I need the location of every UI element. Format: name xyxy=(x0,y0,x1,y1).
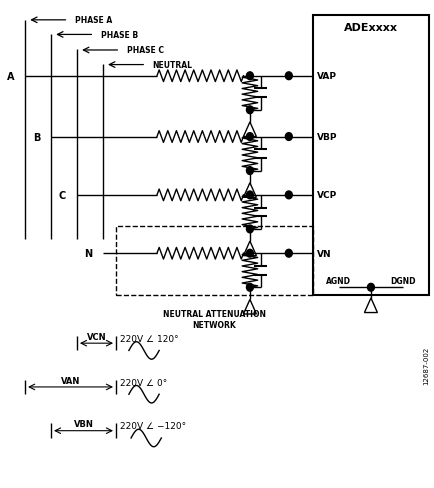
Circle shape xyxy=(246,284,253,291)
Circle shape xyxy=(246,225,253,233)
Circle shape xyxy=(285,73,292,81)
Text: 220V ∠ −120°: 220V ∠ −120° xyxy=(120,422,186,430)
Text: 12687-002: 12687-002 xyxy=(422,346,428,385)
Text: PHASE B: PHASE B xyxy=(101,31,138,40)
Text: PHASE C: PHASE C xyxy=(126,46,163,55)
Text: C: C xyxy=(59,190,66,201)
Bar xyxy=(116,227,312,295)
Text: DGND: DGND xyxy=(390,276,415,285)
Text: B: B xyxy=(33,132,40,142)
Circle shape xyxy=(246,250,253,258)
Circle shape xyxy=(246,133,253,141)
Circle shape xyxy=(367,284,374,291)
Text: VAN: VAN xyxy=(61,376,80,385)
Text: A: A xyxy=(7,72,14,81)
Circle shape xyxy=(285,133,292,141)
Circle shape xyxy=(246,192,253,200)
Text: NEUTRAL: NEUTRAL xyxy=(152,61,192,70)
Text: VBN: VBN xyxy=(73,419,93,428)
Text: 220V ∠ 0°: 220V ∠ 0° xyxy=(120,378,167,387)
Text: ADExxxx: ADExxxx xyxy=(343,23,397,33)
Text: AGND: AGND xyxy=(325,276,350,285)
Text: VCP: VCP xyxy=(316,191,336,200)
Text: NEUTRAL ATTENUATION
NETWORK: NEUTRAL ATTENUATION NETWORK xyxy=(162,309,265,329)
Text: PHASE A: PHASE A xyxy=(75,16,112,25)
Circle shape xyxy=(246,167,253,175)
Circle shape xyxy=(285,192,292,200)
Circle shape xyxy=(285,250,292,258)
Circle shape xyxy=(246,107,253,115)
Text: 220V ∠ 120°: 220V ∠ 120° xyxy=(120,334,178,343)
Text: VBP: VBP xyxy=(316,133,337,142)
Text: VAP: VAP xyxy=(316,72,336,81)
Text: VN: VN xyxy=(316,249,331,258)
Text: N: N xyxy=(84,249,92,259)
Circle shape xyxy=(246,73,253,81)
Bar xyxy=(312,16,428,295)
Text: VCN: VCN xyxy=(86,332,106,341)
